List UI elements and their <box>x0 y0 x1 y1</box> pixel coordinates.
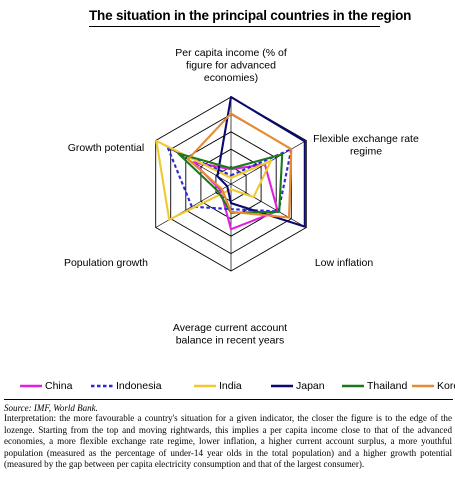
axis-label-0-line-2: economies) <box>204 72 258 84</box>
legend-label-japan: Japan <box>296 380 325 392</box>
radar-series <box>155 95 306 231</box>
axis-label-1-line-1: regime <box>350 146 382 158</box>
axis-label-1-line-0: Flexible exchange rate <box>313 133 419 145</box>
axis-label-0-line-0: Per capita income (% of <box>175 47 287 59</box>
legend-item-thailand: Thailand <box>342 378 407 394</box>
axis-label-5-line-0: Growth potential <box>68 142 144 154</box>
legend-swatch-china <box>20 384 42 388</box>
title-rule <box>89 26 380 27</box>
radar-spokes <box>155 97 307 271</box>
legend-swatch-indonesia <box>91 384 113 388</box>
legend-swatch-thailand <box>342 384 364 388</box>
legend-divider <box>4 399 453 400</box>
source-note: Source: IMF, World Bank. <box>4 403 98 413</box>
axis-spoke-2 <box>230 183 307 228</box>
axis-label-3-line-0: Average current account <box>173 322 287 334</box>
legend-swatch-japan <box>271 384 293 388</box>
legend-label-korea: Korea <box>437 380 455 392</box>
legend-item-china: China <box>20 378 72 394</box>
axis-label-4-line-0: Population growth <box>64 257 148 269</box>
series-india <box>155 139 272 221</box>
legend-label-india: India <box>219 380 242 392</box>
legend-item-korea: Korea <box>412 378 455 394</box>
axis-label-0-line-1: figure for advanced <box>186 60 276 72</box>
series-japan <box>216 95 306 228</box>
axis-label-3-line-1: balance in recent years <box>176 335 285 347</box>
legend-item-japan: Japan <box>271 378 325 394</box>
axis-label-2-line-0: Low inflation <box>315 257 374 269</box>
legend-label-china: China <box>45 380 73 392</box>
series-korea <box>187 112 293 219</box>
legend-swatch-india <box>194 384 216 388</box>
legend-label-thailand: Thailand <box>367 380 408 392</box>
legend: China Indonesia India Japan Thailand Korea <box>8 378 455 394</box>
legend-item-indonesia: Indonesia <box>91 378 162 394</box>
legend-swatch-korea <box>412 384 434 388</box>
interpretation-note: Interpretation: the more favourable a co… <box>4 413 452 470</box>
chart-title: The situation in the principal countries… <box>89 8 412 23</box>
legend-label-indonesia: Indonesia <box>116 380 162 392</box>
legend-item-india: India <box>194 378 242 394</box>
